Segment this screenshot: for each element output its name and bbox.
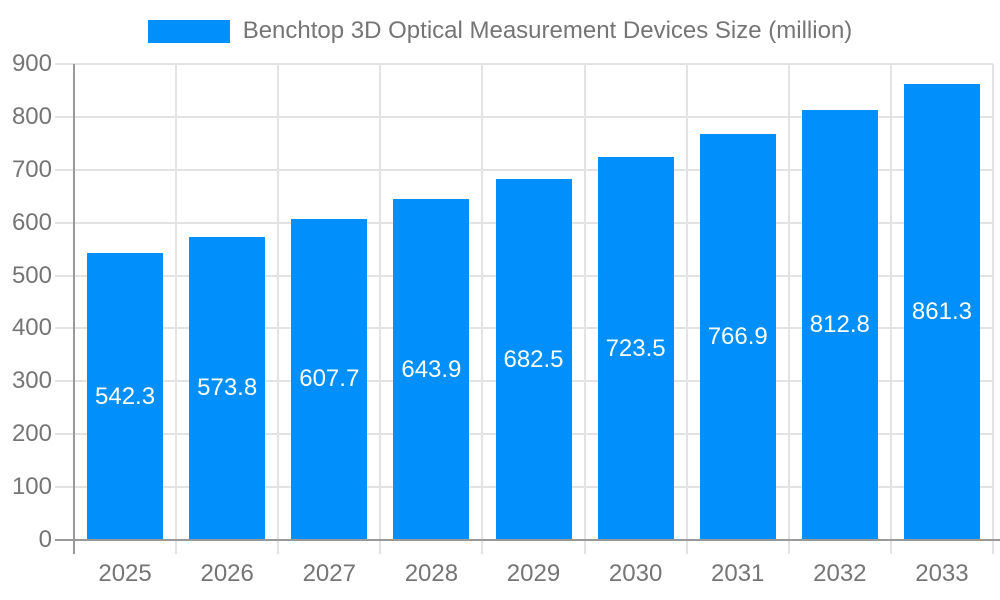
y-axis-tick <box>55 168 74 171</box>
y-axis-tick <box>55 221 74 224</box>
x-axis-tick <box>685 540 688 554</box>
x-axis-tick-label: 2028 <box>404 560 459 587</box>
x-axis-tick-label: 2025 <box>98 560 152 587</box>
y-axis-tick-label: 900 <box>11 50 52 77</box>
x-axis-tick <box>379 540 382 554</box>
legend-swatch-icon <box>147 19 230 43</box>
x-axis-tick-label: 2032 <box>813 560 867 587</box>
bar-2026[interactable]: 573.8 <box>189 236 266 540</box>
x-axis-tick <box>277 540 280 554</box>
x-gridline <box>481 64 484 540</box>
y-axis-tick <box>55 380 74 383</box>
x-gridline <box>685 64 688 540</box>
y-axis-tick-label: 600 <box>11 208 52 236</box>
bar-value-label: 723.5 <box>605 334 666 362</box>
bar-value-label: 812.8 <box>809 311 870 339</box>
y-axis-tick-label: 0 <box>38 526 52 553</box>
x-axis-tick-label: 2026 <box>200 560 254 587</box>
y-axis-tick-label: 300 <box>11 367 52 395</box>
y-axis-tick-label: 200 <box>11 420 52 448</box>
x-gridline <box>175 64 178 540</box>
bar-2030[interactable]: 723.5 <box>597 157 674 540</box>
bar-2033[interactable]: 861.3 <box>903 84 980 540</box>
bar-2028[interactable]: 643.9 <box>393 199 470 540</box>
y-axis-line <box>73 64 75 554</box>
y-axis-tick-label: 400 <box>11 314 52 342</box>
legend[interactable]: Benchtop 3D Optical Measurement Devices … <box>0 17 1000 45</box>
x-axis-tick <box>583 540 586 554</box>
y-axis-tick <box>55 327 74 330</box>
x-axis-tick-label: 2030 <box>608 560 663 587</box>
x-gridline <box>992 64 994 540</box>
bar-value-label: 861.3 <box>911 298 972 326</box>
x-gridline <box>583 64 586 540</box>
y-axis-tick-label: 100 <box>11 473 52 501</box>
y-axis-tick <box>55 115 74 118</box>
y-gridline <box>74 115 993 118</box>
x-axis-tick <box>481 540 484 554</box>
x-axis-tick <box>992 540 994 554</box>
x-axis-tick-label: 2031 <box>711 560 765 587</box>
y-axis-tick <box>55 274 74 277</box>
x-gridline <box>379 64 382 540</box>
bar-2027[interactable]: 607.7 <box>291 218 368 540</box>
bar-value-label: 542.3 <box>95 382 156 410</box>
y-axis-tick <box>55 63 74 65</box>
x-axis-tick-label: 2033 <box>915 560 969 587</box>
legend-label: Benchtop 3D Optical Measurement Devices … <box>242 17 853 44</box>
bar-2031[interactable]: 766.9 <box>699 134 776 540</box>
x-axis-tick <box>175 540 178 554</box>
y-gridline <box>74 168 993 171</box>
bar-value-label: 643.9 <box>401 355 462 383</box>
x-axis-tick <box>889 540 892 554</box>
x-axis-tick-label: 2029 <box>506 560 561 587</box>
bar-value-label: 573.8 <box>197 374 258 402</box>
y-axis-tick-label: 800 <box>11 102 52 130</box>
bar-value-label: 766.9 <box>707 323 768 351</box>
bar-2025[interactable]: 542.3 <box>87 253 164 540</box>
y-axis-tick-label: 700 <box>11 155 52 183</box>
x-axis-tick <box>787 540 790 554</box>
y-axis-tick <box>55 486 74 489</box>
bar-value-label: 682.5 <box>503 345 564 373</box>
bar-value-label: 607.7 <box>299 365 360 393</box>
y-gridline <box>74 63 993 65</box>
x-gridline <box>889 64 892 540</box>
x-axis-tick-label: 2027 <box>302 560 356 587</box>
y-axis-tick-label: 500 <box>11 261 52 289</box>
bar-2029[interactable]: 682.5 <box>495 179 572 540</box>
bar-2032[interactable]: 812.8 <box>801 110 878 540</box>
x-gridline <box>277 64 280 540</box>
y-axis-tick <box>55 433 74 436</box>
x-axis-line <box>55 539 1000 541</box>
x-gridline <box>787 64 790 540</box>
